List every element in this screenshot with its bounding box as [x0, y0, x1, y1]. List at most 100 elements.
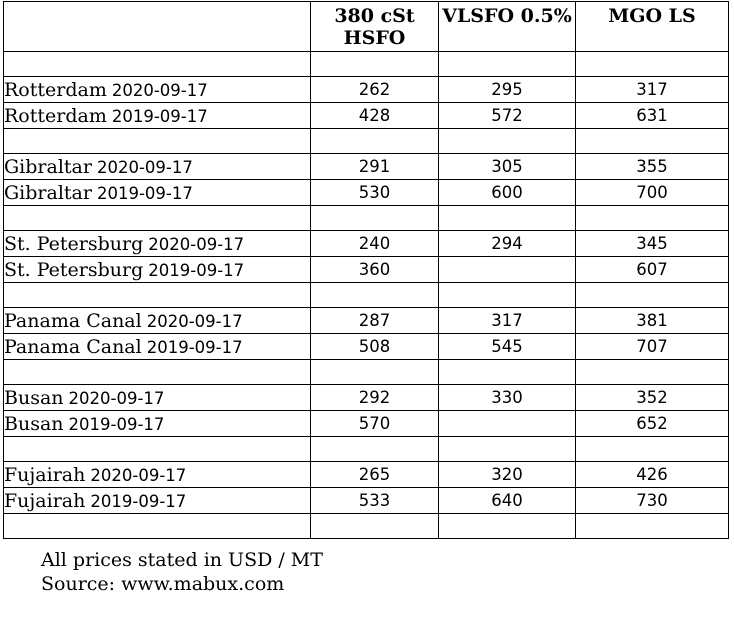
vlsfo-price-cell: 320 — [438, 461, 576, 488]
spacer-row — [3, 128, 729, 154]
mgo-price-cell: 607 — [575, 256, 729, 283]
location-cell: St. Petersburg 2019-09-17 — [3, 256, 311, 283]
table-row: Panama Canal 2020-09-17 287 317 381 — [3, 307, 729, 334]
location-cell: Rotterdam 2020-09-17 — [3, 76, 311, 103]
port-name: Fujairah — [4, 489, 86, 512]
empty-cell — [310, 436, 439, 462]
empty-cell — [438, 359, 576, 385]
port-name: Panama Canal — [4, 335, 142, 358]
spacer-row — [3, 436, 729, 462]
spacer-row — [3, 513, 729, 539]
hsfo-price-cell: 292 — [310, 384, 439, 411]
price-date: 2020-09-17 — [148, 234, 245, 254]
empty-cell — [438, 513, 576, 539]
empty-cell — [438, 282, 576, 308]
location-cell: Rotterdam 2019-09-17 — [3, 102, 311, 129]
currency-note: All prices stated in USD / MT — [41, 549, 323, 571]
table-row: St. Petersburg 2019-09-17 360 607 — [3, 256, 729, 283]
spacer-row — [3, 205, 729, 231]
hsfo-price-cell: 291 — [310, 153, 439, 180]
spacer-row — [3, 51, 729, 77]
mgo-price-cell: 730 — [575, 487, 729, 514]
location-cell: Panama Canal 2020-09-17 — [3, 307, 311, 334]
vlsfo-price-cell — [438, 410, 576, 437]
location-cell: Panama Canal 2019-09-17 — [3, 333, 311, 360]
empty-cell — [3, 436, 311, 462]
vlsfo-price-cell: 640 — [438, 487, 576, 514]
mgo-price-cell: 700 — [575, 179, 729, 206]
empty-cell — [310, 282, 439, 308]
empty-cell — [438, 436, 576, 462]
bunker-price-table: 380 cSt HSFO VLSFO 0.5% MGO LS Rotterdam… — [3, 1, 729, 539]
port-name: Fujairah — [4, 463, 86, 486]
table-row: Gibraltar 2019-09-17 530 600 700 — [3, 179, 729, 206]
port-name: Rotterdam — [4, 78, 107, 101]
table-row: Busan 2020-09-17 292 330 352 — [3, 384, 729, 411]
header-vlsfo: VLSFO 0.5% — [438, 1, 576, 52]
empty-cell — [575, 359, 729, 385]
mgo-price-cell: 631 — [575, 102, 729, 129]
empty-cell — [310, 51, 439, 77]
location-cell: Fujairah 2019-09-17 — [3, 487, 311, 514]
empty-cell — [310, 128, 439, 154]
price-date: 2019-09-17 — [146, 337, 243, 357]
vlsfo-price-cell: 294 — [438, 230, 576, 257]
vlsfo-price-cell — [438, 256, 576, 283]
table-row: Panama Canal 2019-09-17 508 545 707 — [3, 333, 729, 360]
spacer-row — [3, 282, 729, 308]
price-date: 2020-09-17 — [111, 80, 208, 100]
empty-cell — [575, 282, 729, 308]
header-row: 380 cSt HSFO VLSFO 0.5% MGO LS — [3, 1, 729, 52]
hsfo-price-cell: 570 — [310, 410, 439, 437]
empty-cell — [438, 51, 576, 77]
vlsfo-price-cell: 572 — [438, 102, 576, 129]
empty-cell — [575, 436, 729, 462]
port-name: Panama Canal — [4, 309, 142, 332]
mgo-price-cell: 426 — [575, 461, 729, 488]
header-mgo: MGO LS — [575, 1, 729, 52]
port-name: Gibraltar — [4, 155, 92, 178]
vlsfo-price-cell: 295 — [438, 76, 576, 103]
table-row: Gibraltar 2020-09-17 291 305 355 — [3, 153, 729, 180]
mgo-price-cell: 317 — [575, 76, 729, 103]
empty-cell — [310, 513, 439, 539]
empty-cell — [438, 205, 576, 231]
source-note: Source: www.mabux.com — [41, 573, 285, 595]
price-date: 2019-09-17 — [90, 491, 187, 511]
empty-cell — [3, 128, 311, 154]
spacer-row — [3, 359, 729, 385]
table-row: Fujairah 2020-09-17 265 320 426 — [3, 461, 729, 488]
mgo-price-cell: 355 — [575, 153, 729, 180]
location-cell: Gibraltar 2020-09-17 — [3, 153, 311, 180]
price-date: 2020-09-17 — [68, 388, 165, 408]
table-row: Rotterdam 2020-09-17 262 295 317 — [3, 76, 729, 103]
empty-cell — [438, 128, 576, 154]
hsfo-price-cell: 360 — [310, 256, 439, 283]
header-hsfo: 380 cSt HSFO — [310, 1, 439, 52]
empty-cell — [3, 205, 311, 231]
port-name: Busan — [4, 386, 64, 409]
price-date: 2020-09-17 — [96, 157, 193, 177]
header-location — [3, 1, 311, 52]
price-date: 2020-09-17 — [90, 465, 187, 485]
empty-cell — [3, 51, 311, 77]
empty-cell — [3, 513, 311, 539]
location-cell: Fujairah 2020-09-17 — [3, 461, 311, 488]
empty-cell — [575, 51, 729, 77]
vlsfo-price-cell: 330 — [438, 384, 576, 411]
hsfo-price-cell: 533 — [310, 487, 439, 514]
mgo-price-cell: 345 — [575, 230, 729, 257]
price-date: 2019-09-17 — [148, 260, 245, 280]
location-cell: Busan 2020-09-17 — [3, 384, 311, 411]
price-date: 2020-09-17 — [146, 311, 243, 331]
port-name: St. Petersburg — [4, 258, 144, 281]
empty-cell — [575, 513, 729, 539]
empty-cell — [3, 359, 311, 385]
empty-cell — [575, 205, 729, 231]
vlsfo-price-cell: 305 — [438, 153, 576, 180]
vlsfo-price-cell: 600 — [438, 179, 576, 206]
empty-cell — [3, 282, 311, 308]
port-name: Gibraltar — [4, 181, 92, 204]
hsfo-price-cell: 262 — [310, 76, 439, 103]
location-cell: St. Petersburg 2020-09-17 — [3, 230, 311, 257]
